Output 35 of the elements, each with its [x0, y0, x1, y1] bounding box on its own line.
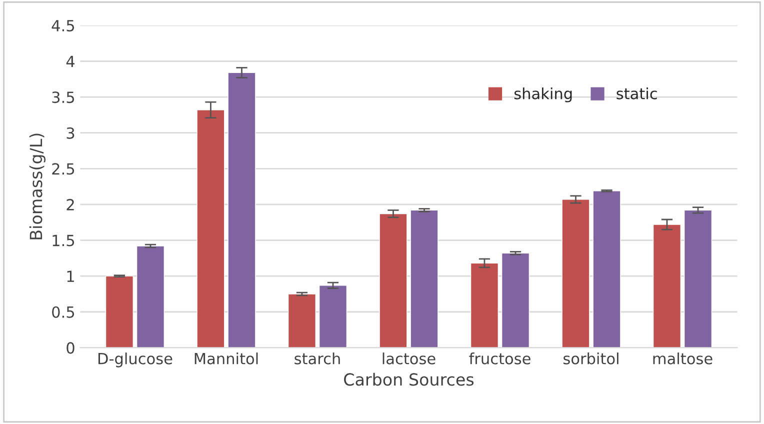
bar: [684, 210, 712, 348]
x-tick-label: starch: [294, 352, 340, 364]
y-tick-label: 0.5: [52, 306, 74, 318]
bar: [652, 224, 682, 348]
x-axis-title: Carbon Sources: [344, 372, 474, 386]
bar: [562, 199, 590, 348]
legend-label: static: [616, 88, 657, 100]
x-tick-label: Mannitol: [194, 352, 258, 364]
bar: [136, 246, 165, 348]
y-tick-label: 2: [66, 198, 74, 210]
bar: [501, 252, 530, 348]
y-tick-label: 4.5: [52, 20, 74, 32]
bar: [592, 190, 621, 348]
y-tick-label: 3: [66, 127, 74, 139]
y-tick-label: 2.5: [52, 163, 74, 175]
y-tick-label: 1.5: [52, 234, 74, 246]
x-tick-label: D-glucose: [98, 352, 172, 368]
bar: [318, 285, 348, 348]
y-tick-label: 4: [66, 56, 74, 68]
legend-label: shaking: [514, 88, 572, 102]
x-tick-label: lactose: [382, 352, 436, 364]
bar: [379, 213, 408, 348]
bar: [105, 276, 134, 348]
bar: [410, 210, 438, 348]
y-tick-label: 1: [67, 270, 74, 282]
bar: [470, 262, 499, 348]
x-tick-label: sorbitol: [564, 352, 618, 364]
y-tick-label: 0: [66, 342, 74, 354]
x-tick-label: maltose: [653, 352, 712, 364]
y-tick-label: 3.5: [52, 92, 74, 104]
bar: [196, 110, 225, 348]
bar: [228, 72, 256, 348]
x-tick-label: fructose: [469, 352, 530, 364]
bar: [288, 294, 316, 348]
y-axis-title: Biomass(g/L): [29, 134, 46, 240]
